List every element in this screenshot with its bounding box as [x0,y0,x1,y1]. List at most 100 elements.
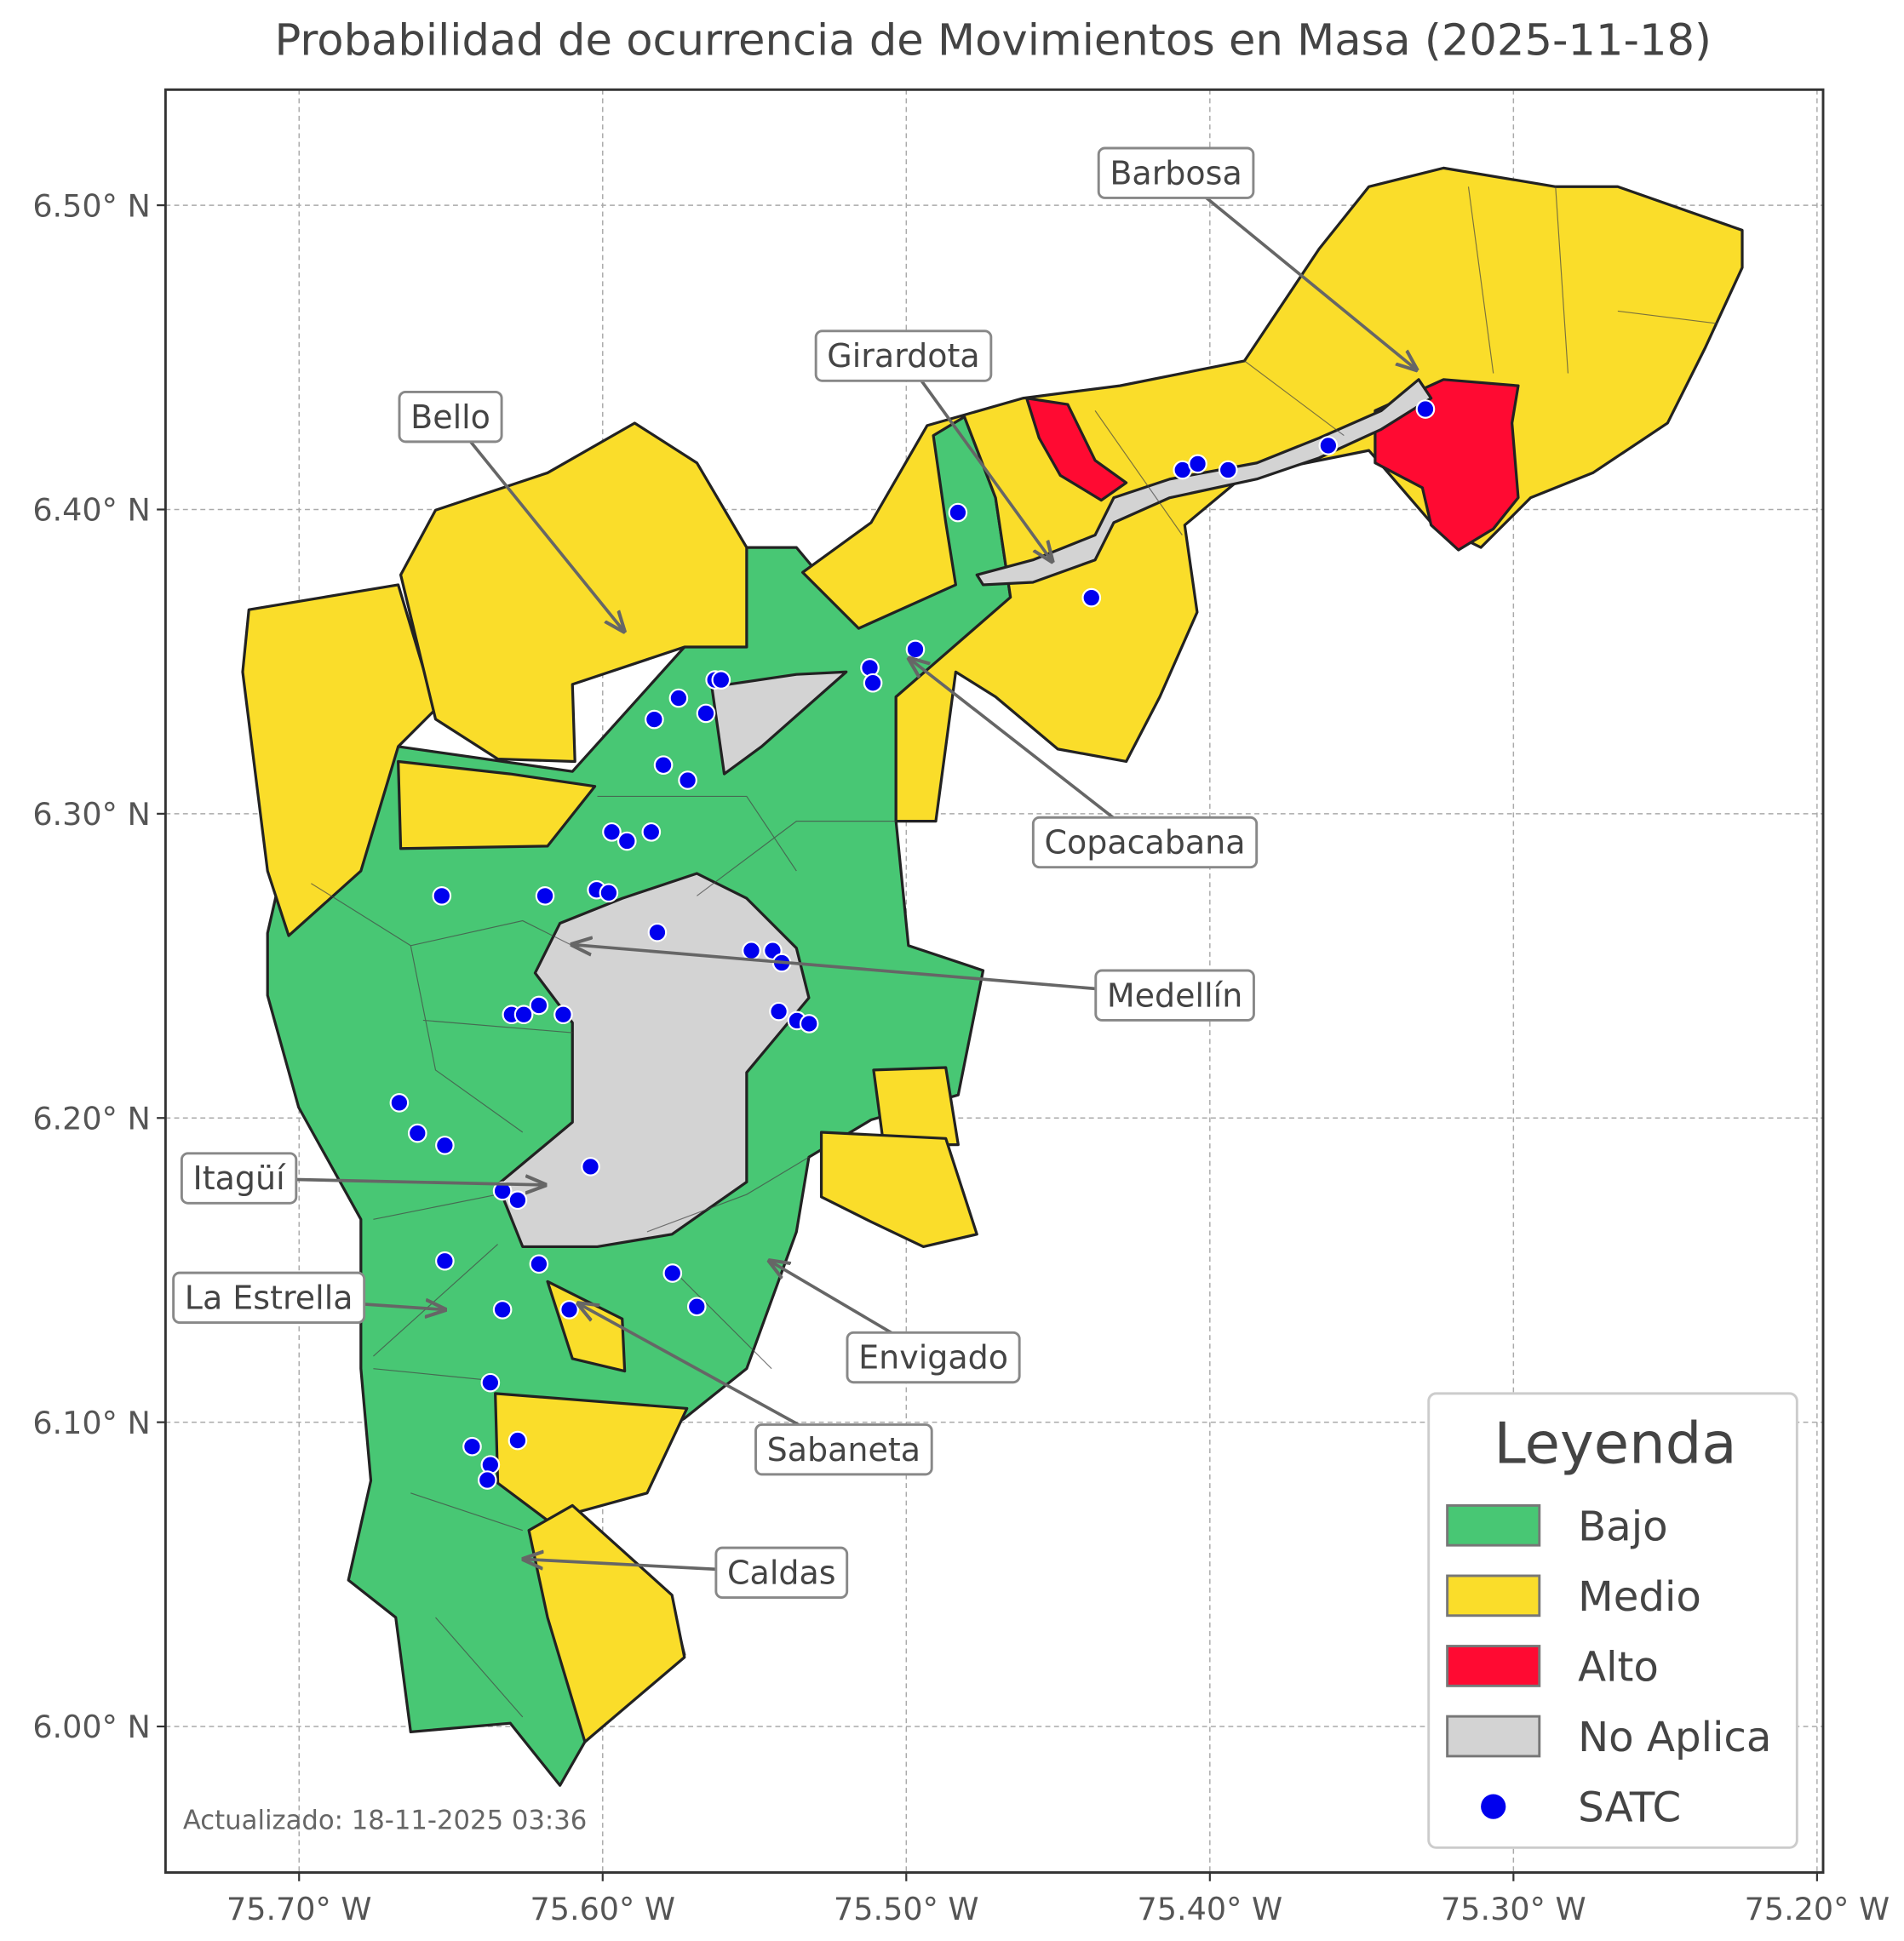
legend-swatch [1446,1645,1541,1687]
legend-swatch [1446,1503,1541,1547]
annotation-label: Copacabana [1044,824,1245,862]
satc-station [602,822,622,842]
annotation-arrow [449,415,624,632]
x-tick-label: 75.40° W [1138,1891,1283,1927]
y-tick-label: 6.20° N [32,1100,150,1137]
satc-station [559,1300,579,1320]
satc-station [492,1300,513,1320]
satc-station [645,709,664,730]
annotation-arrow [902,354,1052,561]
satc-station [1218,460,1238,480]
satc-station [492,1181,513,1201]
satc-station [653,755,674,776]
annotation-label: La Estrella [185,1280,353,1317]
annotation-box [814,329,993,382]
satc-station [513,1005,534,1025]
satc-station [686,1297,707,1317]
region-alto [1374,378,1520,552]
region-medio [241,583,438,937]
region-no-aplica [975,378,1433,587]
region-medio [872,1066,960,1147]
satc-station [435,1136,455,1155]
ticks: 75.70° W 75.60° W 75.50° W 75.40° W 75.30° W… [32,187,1890,1927]
x-tick-label: 75.60° W [530,1891,676,1927]
axes-frame [163,88,1825,1875]
updated-note: Actualizado: 18-11-2025 03:36 [183,1806,587,1835]
satc-station [529,995,549,1016]
region-no-aplica [710,670,848,776]
stations [389,399,1436,1490]
annotation-arrow [572,945,1175,998]
satc-station [948,502,968,523]
y-tick-label: 6.40° N [32,492,150,529]
satc-station [769,1001,789,1022]
annotation-arrow [909,659,1146,844]
legend-swatch [1446,1574,1541,1618]
annotation-label: Caldas [727,1554,836,1591]
satc-station [581,1157,600,1177]
annotation-label: Bello [410,398,490,436]
satc-station [389,1093,410,1113]
satc-station [508,1190,528,1211]
annotation-box [1097,146,1255,199]
legend-label: SATC [1578,1784,1681,1832]
satc-station [711,670,731,690]
region-medio [819,1131,978,1249]
annotation-label: Envigado [858,1339,1008,1377]
map-title: Probabilidad de ocurrencia de Movimiento… [274,15,1712,66]
annotation-label: Medellín [1107,976,1242,1014]
satc-station [1318,436,1339,455]
satc-station [617,831,637,851]
satc-station [678,770,697,790]
satc-station [508,1430,528,1451]
inner-boundary [311,186,1718,1718]
legend-swatch [1446,1715,1541,1758]
annotation-box [180,1152,298,1205]
legend-marker [1481,1794,1506,1819]
satc-station [863,673,883,693]
satc-station [535,886,555,906]
x-tick-label: 75.50° W [834,1891,979,1927]
annotation-label: Girardota [827,337,979,375]
satc-station [553,1005,573,1025]
annotation-box [846,1331,1021,1384]
region-medio [399,421,748,764]
region-medio [397,759,597,850]
satc-station [742,941,761,961]
annotation-box [1094,969,1255,1022]
satc-station [662,1263,683,1283]
satc-station [529,1254,549,1274]
legend-label: Medio [1578,1573,1701,1621]
y-tick-label: 6.10° N [32,1405,150,1441]
satc-station [799,1014,819,1033]
satc-station [1415,399,1436,419]
satc-station [462,1436,482,1457]
region-medio [801,166,1744,823]
satc-station [432,886,452,906]
region-alto [1025,397,1128,502]
satc-station [905,639,926,660]
satc-station [641,822,662,842]
annotation-box [398,390,503,444]
legend-label: Bajo [1578,1503,1668,1550]
annotation-label: Sabaneta [767,1431,920,1469]
satc-station [696,703,716,724]
x-tick-label: 75.20° W [1745,1891,1890,1927]
legend-title: Leyenda [1494,1411,1736,1477]
y-tick-label: 6.00° N [32,1709,150,1745]
satc-station [477,1470,497,1490]
region-medio [527,1503,686,1743]
legend-label: No Aplica [1578,1714,1771,1761]
annotations: Barbosa Girardota Bello Copacabana Medellín I… [172,146,1417,1600]
satc-station [668,688,689,708]
annotation-box [172,1271,366,1325]
satc-station [407,1123,427,1143]
satc-station [435,1251,455,1271]
satc-station [480,1372,501,1393]
satc-station [599,883,619,903]
satc-station [1188,454,1207,474]
y-tick-label: 6.50° N [32,187,150,224]
